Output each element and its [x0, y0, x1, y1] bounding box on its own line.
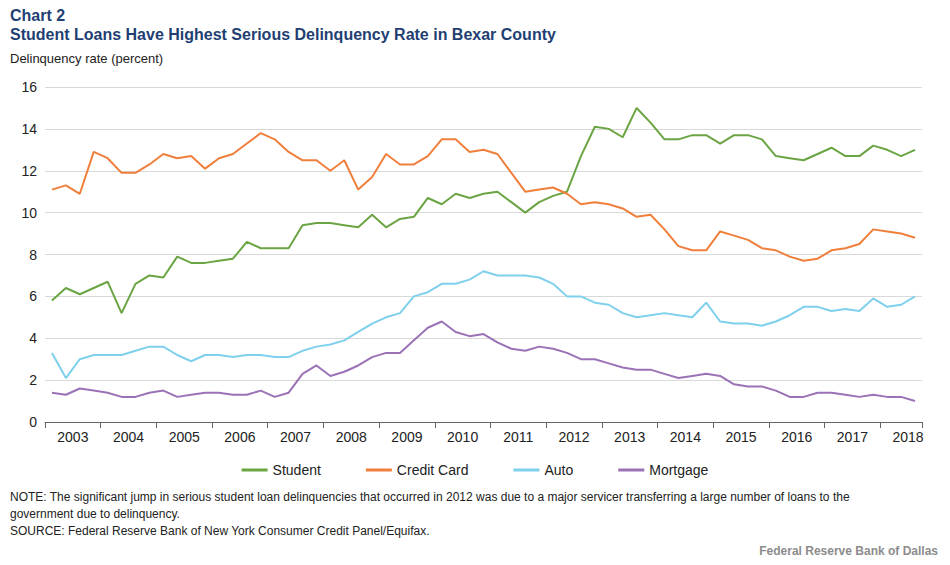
svg-text:SOURCE: Federal Reserve Bank o: SOURCE: Federal Reserve Bank of New York… [10, 524, 430, 538]
svg-text:Auto: Auto [544, 462, 573, 478]
svg-text:2017: 2017 [837, 429, 868, 445]
svg-text:2015: 2015 [725, 429, 756, 445]
svg-text:10: 10 [21, 205, 37, 221]
svg-text:2009: 2009 [391, 429, 422, 445]
svg-text:Credit Card: Credit Card [397, 462, 469, 478]
svg-text:16: 16 [21, 79, 37, 95]
svg-text:4: 4 [29, 330, 37, 346]
svg-text:Federal Reserve Bank of Dallas: Federal Reserve Bank of Dallas [759, 544, 938, 558]
svg-text:2013: 2013 [614, 429, 645, 445]
svg-text:2011: 2011 [503, 429, 533, 445]
svg-text:2007: 2007 [280, 429, 311, 445]
svg-text:12: 12 [21, 163, 37, 179]
svg-text:2006: 2006 [224, 429, 255, 445]
svg-text:8: 8 [29, 247, 37, 263]
svg-text:2018: 2018 [893, 429, 924, 445]
svg-text:2003: 2003 [57, 429, 88, 445]
svg-text:2014: 2014 [670, 429, 701, 445]
svg-text:2012: 2012 [558, 429, 589, 445]
svg-text:Student Loans Have Highest Ser: Student Loans Have Highest Serious Delin… [10, 26, 556, 43]
svg-text:Chart 2: Chart 2 [10, 7, 65, 24]
svg-text:2: 2 [29, 372, 37, 388]
svg-text:Student: Student [273, 462, 321, 478]
svg-text:Delinquency rate (percent): Delinquency rate (percent) [10, 51, 163, 66]
svg-text:2008: 2008 [336, 429, 367, 445]
svg-text:2004: 2004 [113, 429, 144, 445]
svg-text:0: 0 [29, 414, 37, 430]
svg-text:Mortgage: Mortgage [649, 462, 708, 478]
svg-text:2005: 2005 [169, 429, 200, 445]
svg-text:2010: 2010 [447, 429, 478, 445]
svg-text:NOTE: The significant jump in: NOTE: The significant jump in serious st… [10, 490, 853, 504]
svg-text:2016: 2016 [781, 429, 812, 445]
svg-text:6: 6 [29, 288, 37, 304]
svg-text:14: 14 [21, 121, 37, 137]
svg-text:government due to delinquency.: government due to delinquency. [10, 507, 180, 521]
